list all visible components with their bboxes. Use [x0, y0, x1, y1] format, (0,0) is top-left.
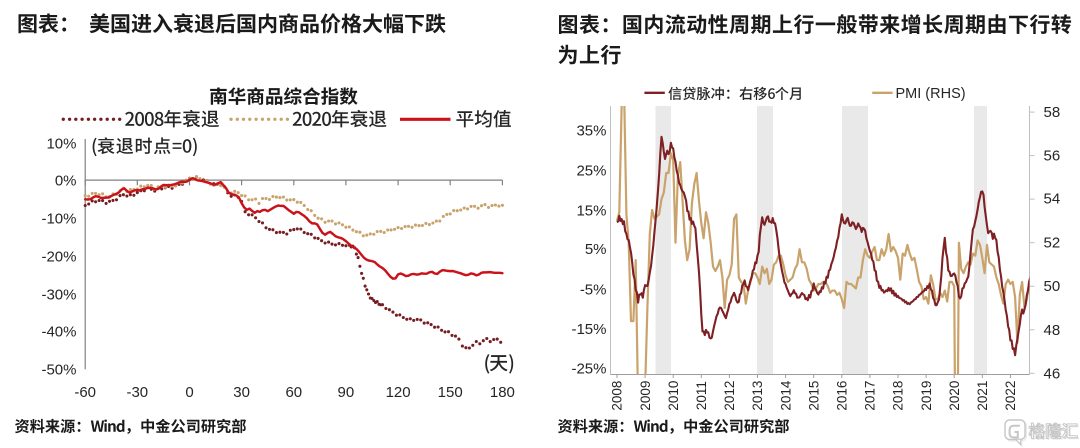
svg-text:2019: 2019	[919, 381, 934, 411]
svg-text:5%: 5%	[585, 241, 607, 258]
svg-text:2018: 2018	[891, 381, 906, 411]
svg-text:2015: 2015	[806, 381, 821, 411]
svg-text:2009: 2009	[638, 381, 653, 411]
svg-text:-10%: -10%	[41, 211, 76, 228]
svg-text:54: 54	[1044, 191, 1061, 208]
svg-text:-40%: -40%	[41, 323, 76, 340]
svg-text:50: 50	[1044, 278, 1061, 295]
svg-text:2016: 2016	[835, 381, 850, 411]
svg-text:2020: 2020	[947, 381, 962, 411]
svg-text:10%: 10%	[46, 135, 76, 152]
svg-text:2008: 2008	[610, 381, 625, 411]
svg-text:120: 120	[386, 384, 411, 401]
svg-text:2014: 2014	[778, 380, 793, 411]
svg-text:180: 180	[490, 384, 515, 401]
svg-text:48: 48	[1044, 322, 1061, 339]
svg-text:2022: 2022	[1003, 381, 1018, 411]
svg-text:2011: 2011	[694, 381, 709, 410]
svg-text:-15%: -15%	[571, 321, 606, 338]
svg-text:0: 0	[185, 384, 193, 401]
svg-text:46: 46	[1044, 366, 1061, 383]
svg-text:52: 52	[1044, 235, 1061, 252]
svg-text:56: 56	[1044, 147, 1061, 164]
svg-text:-25%: -25%	[571, 360, 606, 377]
svg-text:-20%: -20%	[41, 249, 76, 266]
svg-text:-60: -60	[74, 384, 96, 401]
svg-text:58: 58	[1044, 104, 1061, 121]
svg-text:2021: 2021	[975, 381, 990, 411]
svg-text:-50%: -50%	[41, 361, 76, 378]
svg-text:2012: 2012	[722, 381, 737, 411]
svg-text:90: 90	[338, 384, 355, 401]
svg-text:2017: 2017	[863, 381, 878, 411]
svg-text:PMI (RHS): PMI (RHS)	[896, 86, 966, 102]
svg-text:-30%: -30%	[41, 286, 76, 303]
svg-text:2010: 2010	[666, 381, 681, 411]
svg-text:2013: 2013	[750, 381, 765, 411]
svg-text:-5%: -5%	[580, 282, 607, 299]
svg-text:0%: 0%	[55, 172, 77, 189]
svg-text:30: 30	[233, 384, 250, 401]
svg-text:150: 150	[438, 384, 463, 401]
svg-text:60: 60	[285, 384, 302, 401]
svg-text:25%: 25%	[576, 162, 606, 179]
svg-text:15%: 15%	[576, 202, 606, 219]
svg-text:-30: -30	[126, 384, 148, 401]
svg-text:35%: 35%	[576, 122, 606, 139]
